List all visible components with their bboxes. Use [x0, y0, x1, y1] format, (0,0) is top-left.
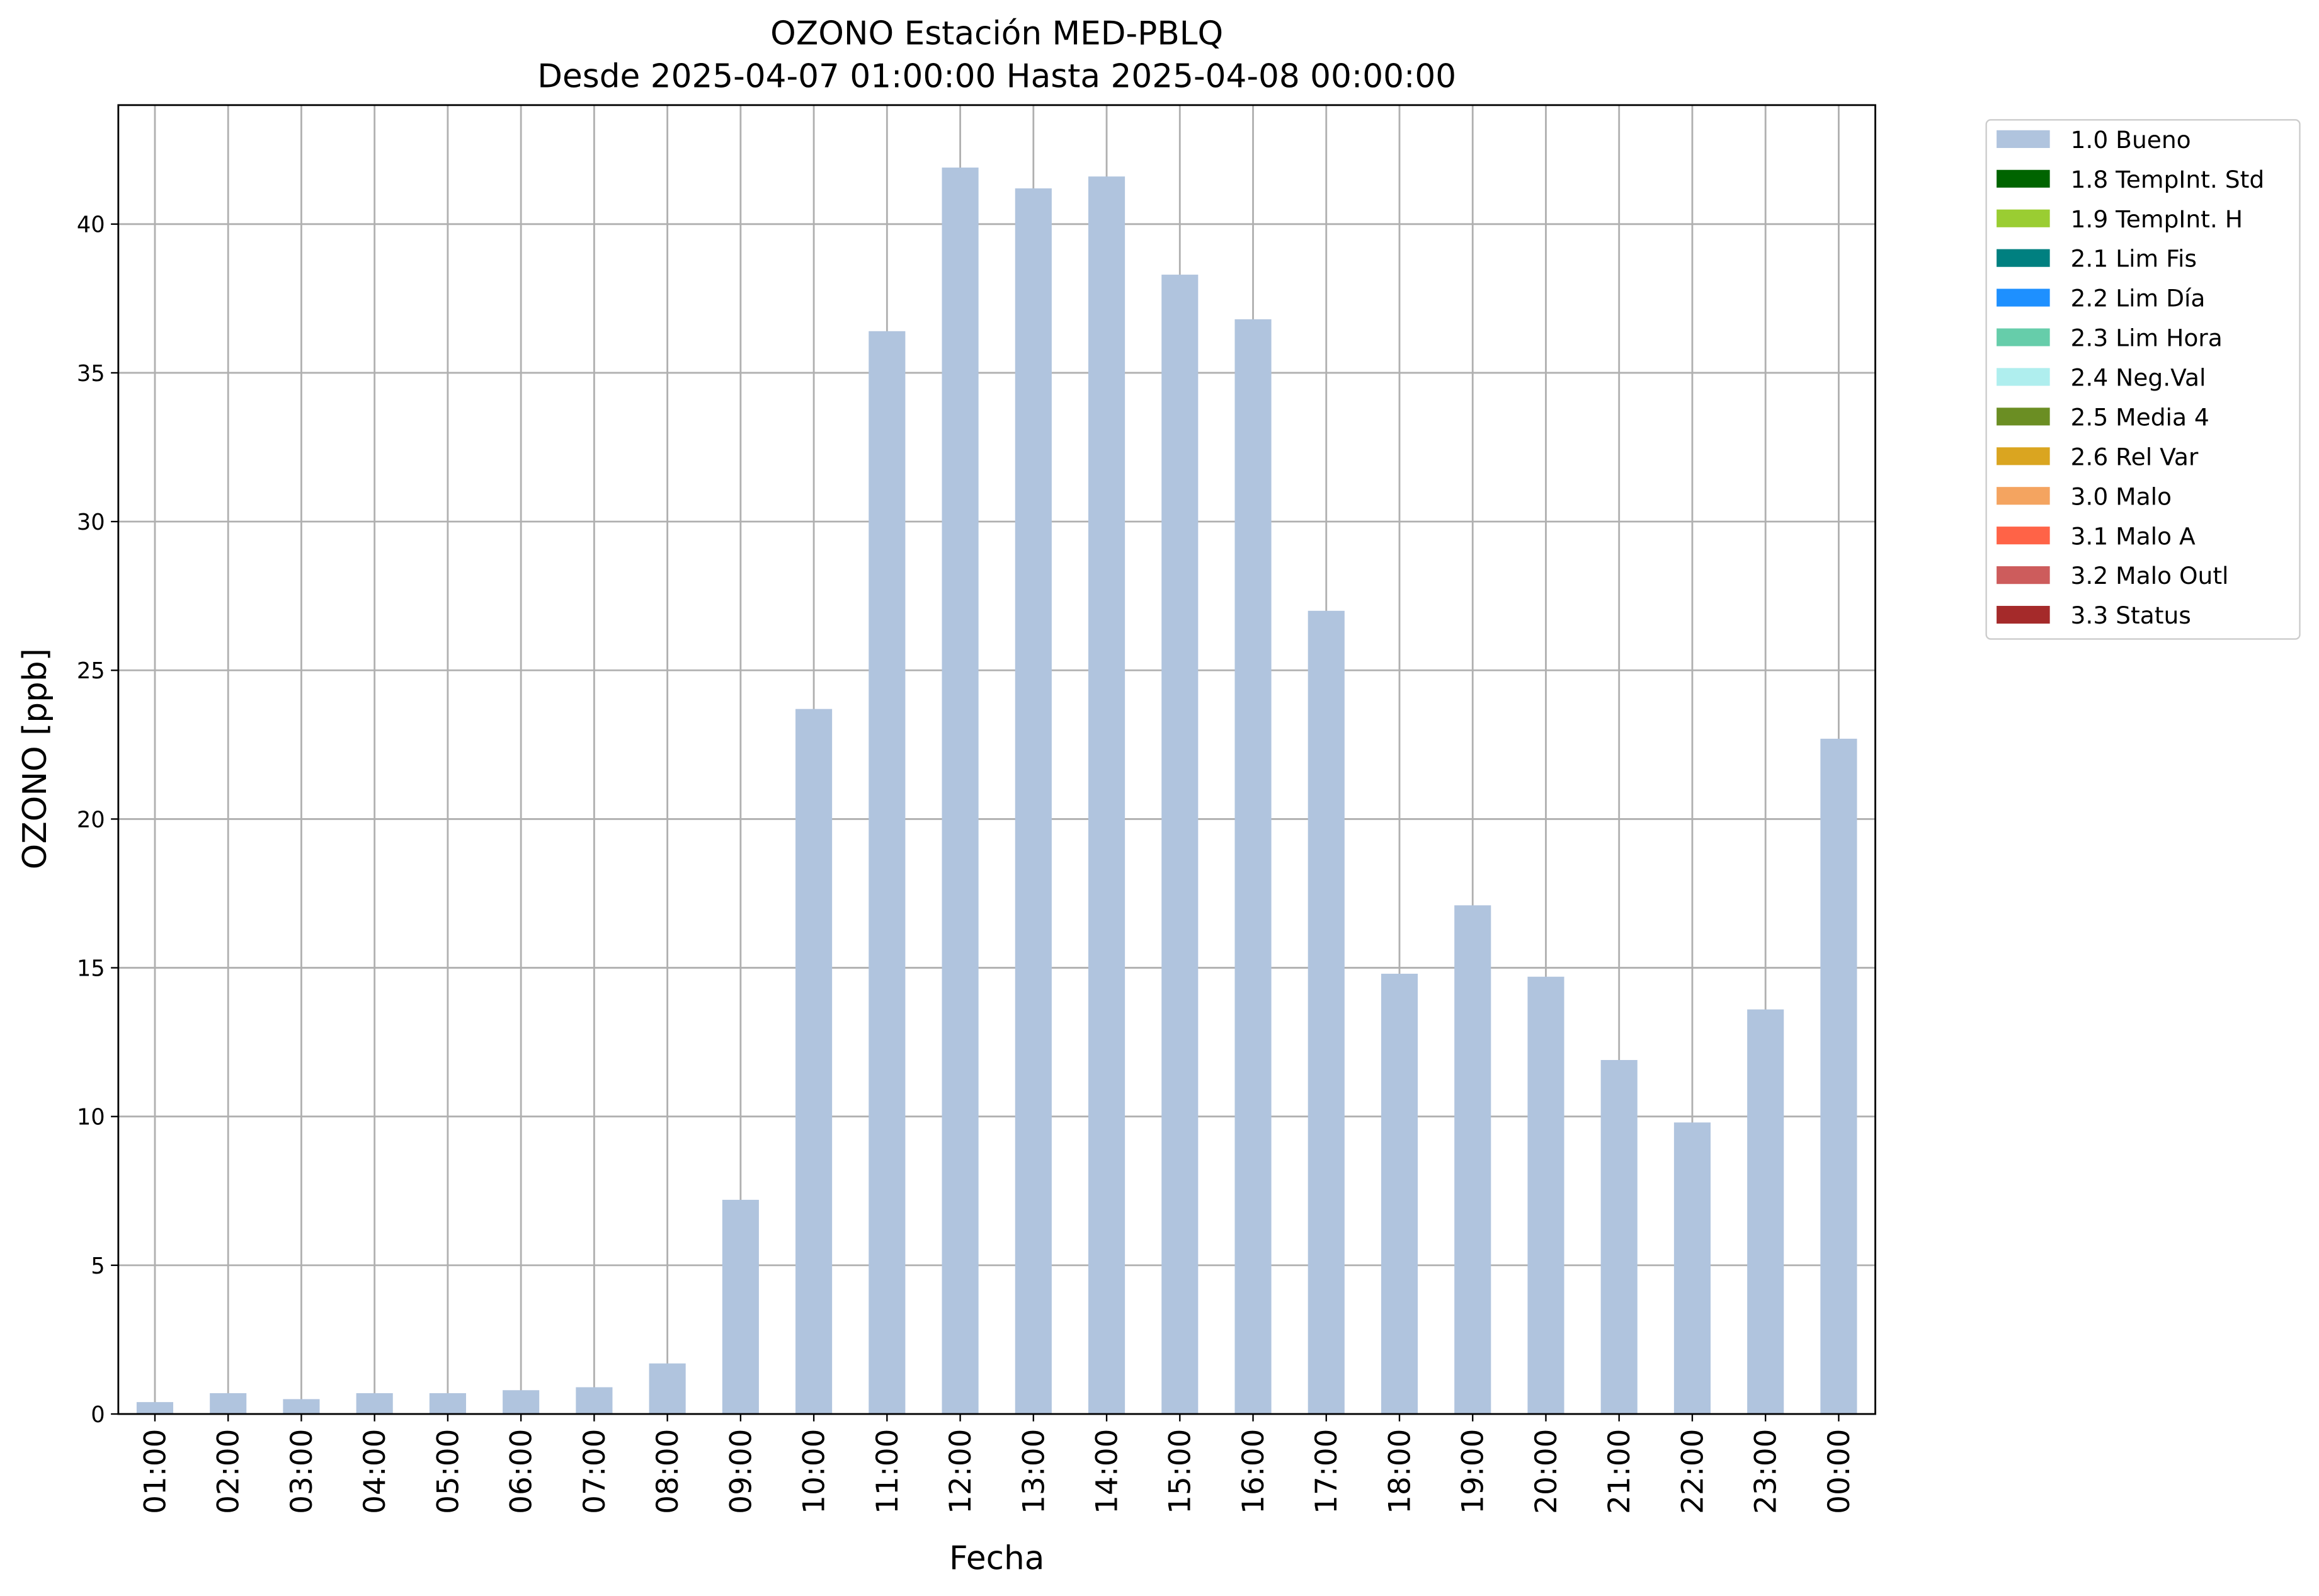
- x-tick-label: 18:00: [1382, 1429, 1417, 1514]
- y-tick-label: 5: [91, 1253, 105, 1279]
- x-tick-label: 08:00: [651, 1429, 685, 1514]
- bar: [869, 331, 906, 1415]
- bar: [356, 1393, 393, 1415]
- x-tick-label: 22:00: [1675, 1429, 1710, 1514]
- legend-swatch: [1997, 408, 2050, 426]
- bar: [283, 1399, 320, 1415]
- y-tick-label: 0: [91, 1402, 105, 1428]
- y-tick-label: 30: [77, 510, 105, 535]
- legend-swatch: [1997, 447, 2050, 465]
- x-tick-label: 12:00: [943, 1429, 978, 1514]
- y-tick-label: 35: [77, 361, 105, 387]
- legend-label: 1.9 TempInt. H: [2071, 205, 2243, 233]
- legend-label: 2.2 Lim Día: [2071, 285, 2206, 312]
- x-tick-label: 05:00: [431, 1429, 465, 1514]
- legend-label: 3.0 Malo: [2071, 482, 2172, 510]
- bar: [210, 1393, 247, 1415]
- bar: [136, 1402, 174, 1415]
- legend-swatch: [1997, 328, 2050, 346]
- x-tick-label: 23:00: [1749, 1429, 1784, 1514]
- legend-swatch: [1997, 605, 2050, 624]
- x-tick-label: 04:00: [358, 1429, 392, 1514]
- legend-label: 2.5 Media 4: [2071, 403, 2209, 431]
- legend-swatch: [1997, 487, 2050, 505]
- bar: [576, 1387, 613, 1415]
- x-tick-label: 11:00: [870, 1429, 905, 1514]
- bar: [1015, 188, 1052, 1415]
- bar: [1454, 905, 1491, 1415]
- legend-label: 3.3 Status: [2071, 601, 2191, 629]
- x-tick-label: 03:00: [285, 1429, 319, 1514]
- x-tick-label: 13:00: [1017, 1429, 1051, 1514]
- legend-label: 2.6 Rel Var: [2071, 443, 2199, 470]
- y-tick-label: 40: [77, 212, 105, 238]
- x-tick-label: 20:00: [1529, 1429, 1564, 1514]
- bars: [136, 168, 1857, 1415]
- bar: [649, 1363, 686, 1415]
- legend-swatch: [1997, 249, 2050, 267]
- legend-label: 3.1 Malo A: [2071, 522, 2196, 550]
- x-tick-label: 15:00: [1163, 1429, 1198, 1514]
- y-tick-label: 20: [77, 807, 105, 833]
- x-tick-label: 17:00: [1309, 1429, 1344, 1514]
- y-tick-label: 10: [77, 1105, 105, 1131]
- bar: [1308, 610, 1345, 1415]
- legend-swatch: [1997, 527, 2050, 545]
- x-tick-label: 00:00: [1822, 1429, 1857, 1514]
- x-tick-label: 06:00: [504, 1429, 539, 1514]
- legend-label: 2.4 Neg.Val: [2071, 364, 2206, 392]
- bar: [1747, 1009, 1784, 1415]
- legend-swatch: [1997, 566, 2050, 584]
- x-tick-label: 21:00: [1602, 1429, 1637, 1514]
- x-tick-label: 16:00: [1236, 1429, 1271, 1514]
- y-tick-label: 15: [77, 955, 105, 981]
- bar: [722, 1199, 759, 1415]
- plot-frame: [117, 104, 1876, 1415]
- x-tick-label: 07:00: [578, 1429, 612, 1514]
- legend-label: 2.3 Lim Hora: [2071, 324, 2223, 352]
- bar: [942, 168, 979, 1415]
- bar: [1381, 974, 1418, 1415]
- bar: [1161, 275, 1199, 1415]
- x-tick-label: 10:00: [797, 1429, 832, 1514]
- bar: [1088, 176, 1125, 1415]
- x-tick-label: 01:00: [138, 1429, 173, 1514]
- bar: [429, 1393, 466, 1415]
- x-axis-label: Fecha: [949, 1540, 1044, 1578]
- bar: [503, 1390, 540, 1415]
- x-tick-label: 14:00: [1090, 1429, 1124, 1514]
- chart-subtitle: Desde 2025-04-07 01:00:00 Hasta 2025-04-…: [537, 58, 1456, 96]
- legend-box: [1985, 119, 2301, 640]
- bar: [1820, 738, 1857, 1415]
- x-tick-label: 09:00: [724, 1429, 758, 1514]
- legend-swatch: [1997, 169, 2050, 188]
- y-tick-label: 25: [77, 658, 105, 684]
- bar: [1673, 1122, 1711, 1415]
- bar: [1234, 319, 1272, 1415]
- legend-label: 2.1 Lim Fis: [2071, 245, 2197, 273]
- legend-swatch: [1997, 209, 2050, 227]
- bar: [1527, 976, 1564, 1415]
- bar: [1600, 1059, 1638, 1415]
- legend-label: 1.8 TempInt. Std: [2071, 166, 2265, 193]
- x-tick-label: 19:00: [1456, 1429, 1491, 1514]
- bar: [795, 709, 833, 1415]
- legend-label: 3.2 Malo Outl: [2071, 562, 2229, 590]
- chart-title: OZONO Estación MED-PBLQ: [770, 15, 1223, 53]
- y-axis-label: OZONO [ppb]: [16, 648, 54, 869]
- x-tick-label: 02:00: [212, 1429, 246, 1514]
- legend-label: 1.0 Bueno: [2071, 126, 2191, 154]
- legend-swatch: [1997, 368, 2050, 386]
- legend-swatch: [1997, 130, 2050, 148]
- legend-swatch: [1997, 288, 2050, 307]
